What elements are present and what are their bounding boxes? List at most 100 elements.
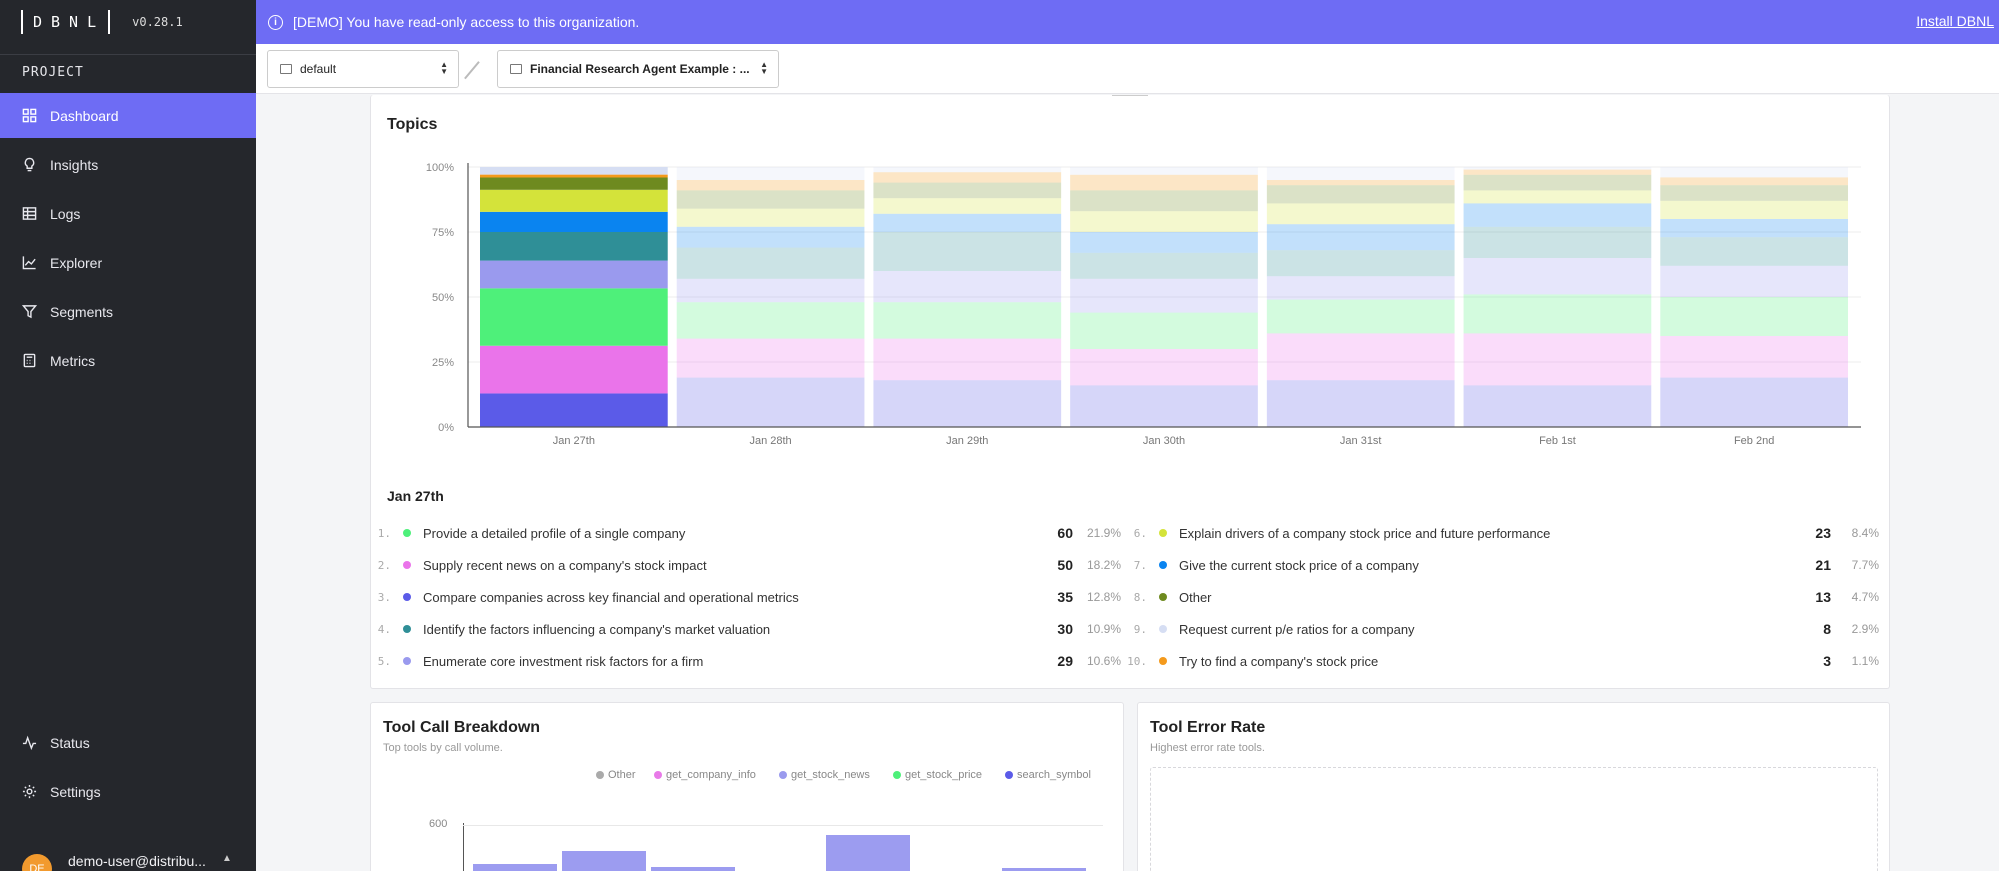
topic-label: Identify the factors influencing a compa… [423,621,771,637]
topic-row[interactable]: 5. Enumerate core investment risk factors… [371,645,1121,677]
namespace-select[interactable]: default ▲ ▼ [267,50,459,88]
stack-segment [1660,167,1848,178]
topic-row[interactable]: 3. Compare companies across key financial… [371,581,1121,613]
select-arrows-icon: ▲ ▼ [760,60,768,76]
stack-segment [1266,185,1455,204]
gear-icon [22,784,37,799]
y-tick-label: 0% [438,422,454,434]
topic-rank: 5. [377,654,391,668]
stack-segment [1463,258,1652,295]
legend-dot [779,771,787,779]
legend-dot [596,771,604,779]
x-tick-label: Jan 30th [1143,435,1185,447]
topic-color-dot [403,529,411,537]
topic-rank: 4. [377,622,391,636]
sidebar-item-settings[interactable]: Settings [0,769,256,814]
stack-segment [873,198,1062,214]
banner-message: [DEMO] You have read-only access to this… [293,14,640,30]
topic-label: Explain drivers of a company stock price… [1179,525,1551,541]
lightbulb-icon [24,157,35,172]
tool-legend-item[interactable]: get_company_info [654,769,756,781]
sidebar-item-logs[interactable]: Logs [0,191,256,236]
stack-segment [873,172,1062,183]
sidebar-item-metrics[interactable]: Metrics [0,338,256,383]
info-icon: i [268,14,283,30]
stack-segment [873,213,1062,232]
user-menu[interactable]: DE demo-user@distribu... ▲ [0,846,256,871]
install-link[interactable]: Install DBNL [1916,13,1994,29]
topic-row[interactable]: 7. Give the current stock price of a comp… [1127,549,1879,581]
stack-segment [1463,169,1652,175]
demo-banner: i [DEMO] You have read-only access to th… [256,0,1999,44]
stack-segment [1463,203,1652,227]
x-tick-label: Feb 2nd [1734,435,1774,447]
sidebar-item-label: Insights [50,156,99,173]
topics-title: Topics [387,116,438,133]
stack-segment [873,271,1062,303]
legend-label: get_company_info [666,769,756,781]
stack-segment [676,208,865,227]
topic-count: 30 [1057,621,1073,637]
legend-dot [654,771,662,779]
topic-rank: 10. [1127,654,1147,668]
sidebar-item-segments[interactable]: Segments [0,289,256,334]
legend-label: get_stock_price [905,769,983,781]
legend-dot [1005,771,1013,779]
tool-legend-item[interactable]: get_stock_price [893,769,982,781]
topic-rank: 9. [1133,622,1147,636]
topic-row[interactable]: 10. Try to find a company's stock price 3 1… [1127,645,1879,677]
tool-legend-item[interactable]: Other [596,769,636,781]
tool-legend-item[interactable]: get_stock_news [779,769,870,781]
topic-row[interactable]: 8. Other 13 4.7% [1127,581,1879,613]
stack-segment [480,393,668,427]
topic-color-dot [403,561,411,569]
stack-segment [480,177,668,190]
sidebar-item-label: Status [50,734,90,751]
stack-segment [1266,203,1455,225]
topic-row[interactable]: 1. Provide a detailed profile of a single… [371,517,1121,549]
stack-segment [480,260,668,289]
topic-rank: 3. [377,590,391,604]
stack-segment [873,167,1062,173]
sidebar-item-dashboard[interactable]: Dashboard [0,93,256,138]
topic-color-dot [1159,657,1167,665]
topic-rank: 1. [377,526,391,540]
stack-segment [676,190,865,209]
topic-row[interactable]: 9. Request current p/e ratios for a compa… [1127,613,1879,645]
sidebar-item-status[interactable]: Status [0,720,256,765]
topic-label: Give the current stock price of a compan… [1179,557,1419,573]
stack-segment [1660,177,1848,186]
legend-dot [893,771,901,779]
sidebar-item-insights[interactable]: Insights [0,142,256,187]
x-tick-label: Jan 29th [946,435,988,447]
topic-count: 23 [1815,525,1831,541]
stack-segment [1660,185,1848,201]
stack-segment [873,232,1062,271]
project-select[interactable]: Financial Research Agent Example : ... ▲… [497,50,779,88]
x-tick-label: Jan 28th [749,435,791,447]
topic-rank: 6. [1133,526,1147,540]
calculator-icon [23,353,36,368]
stack-segment [1266,333,1455,381]
stack-segment [1660,297,1848,336]
stack-segment [1070,312,1258,349]
topic-percent: 4.7% [1851,590,1879,604]
x-tick-label: Feb 1st [1539,435,1576,447]
stack-segment [676,338,865,378]
archive-icon [280,64,292,74]
stack-segment [480,167,668,175]
legend-label: search_symbol [1017,769,1091,781]
tool-error-card: Tool Error Rate Highest error rate tools… [1137,702,1890,871]
sidebar-item-explorer[interactable]: Explorer [0,240,256,285]
app-logo[interactable]: DBNL [21,10,111,34]
topic-row[interactable]: 2. Supply recent news on a company's stoc… [371,549,1121,581]
topic-row[interactable]: 6. Explain drivers of a company stock pri… [1127,517,1879,549]
tool-legend-item[interactable]: search_symbol [1005,769,1091,781]
stack-segment [1070,211,1258,232]
topic-row[interactable]: 4. Identify the factors influencing a com… [371,613,1121,645]
stack-segment [676,167,865,180]
sidebar-item-label: Settings [50,783,101,800]
stack-segment [480,211,668,232]
sidebar: DBNL v0.28.1 PROJECT Dashboard Insights … [0,0,256,871]
topics-card: Topics 0% 25% 50% 75% 100% Jan 27th Jan 28th Ja… [370,95,1890,689]
